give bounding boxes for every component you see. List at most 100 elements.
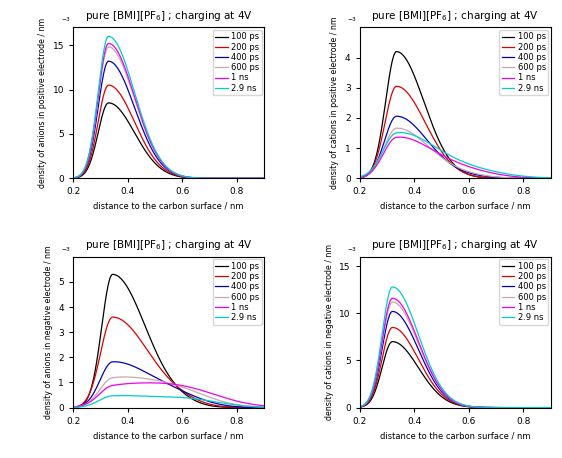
200 ps xyxy=(509,405,515,410)
1 ns xyxy=(225,396,232,402)
200 ps xyxy=(153,361,160,366)
100 ps xyxy=(371,158,378,164)
200 ps xyxy=(351,175,357,181)
100 ps xyxy=(509,175,515,181)
Legend: 100 ps, 200 ps, 400 ps, 600 ps, 1 ns, 2.9 ns: 100 ps, 200 ps, 400 ps, 600 ps, 1 ns, 2.… xyxy=(499,30,549,95)
100 ps xyxy=(351,405,357,410)
200 ps xyxy=(110,314,116,320)
1 ns xyxy=(512,174,519,180)
200 ps xyxy=(490,405,496,410)
Legend: 100 ps, 200 ps, 400 ps, 600 ps, 1 ns, 2.9 ns: 100 ps, 200 ps, 400 ps, 600 ps, 1 ns, 2.… xyxy=(212,30,262,95)
100 ps xyxy=(225,175,232,181)
2.9 ns xyxy=(64,175,71,181)
200 ps xyxy=(440,393,447,399)
Line: 600 ps: 600 ps xyxy=(354,302,556,408)
Legend: 100 ps, 200 ps, 400 ps, 600 ps, 1 ns, 2.9 ns: 100 ps, 200 ps, 400 ps, 600 ps, 1 ns, 2.… xyxy=(212,259,262,325)
2.9 ns xyxy=(397,130,404,135)
2.9 ns xyxy=(371,163,378,168)
400 ps xyxy=(222,403,229,408)
2.9 ns xyxy=(490,169,496,174)
100 ps xyxy=(512,405,519,410)
400 ps xyxy=(509,175,515,181)
2.9 ns xyxy=(440,387,447,393)
Line: 1 ns: 1 ns xyxy=(67,44,270,178)
2.9 ns xyxy=(440,149,447,154)
Line: 100 ps: 100 ps xyxy=(354,52,556,178)
2.9 ns xyxy=(146,393,153,399)
1 ns xyxy=(371,165,378,171)
Text: $^{-3}$: $^{-3}$ xyxy=(61,17,71,26)
1 ns xyxy=(153,380,160,386)
200 ps xyxy=(146,350,153,356)
100 ps xyxy=(433,131,439,137)
400 ps xyxy=(351,175,357,181)
200 ps xyxy=(105,82,112,88)
400 ps xyxy=(553,405,560,410)
100 ps xyxy=(440,395,447,401)
200 ps xyxy=(490,175,496,181)
100 ps xyxy=(440,147,447,152)
1 ns xyxy=(371,379,378,384)
200 ps xyxy=(203,400,210,406)
600 ps xyxy=(433,379,439,385)
400 ps xyxy=(440,155,447,161)
400 ps xyxy=(203,398,210,403)
100 ps xyxy=(509,405,515,410)
1 ns xyxy=(64,404,71,410)
400 ps xyxy=(111,359,117,365)
X-axis label: distance to the carbon surface / nm: distance to the carbon surface / nm xyxy=(380,202,531,211)
400 ps xyxy=(393,114,400,119)
2.9 ns xyxy=(351,175,357,180)
100 ps xyxy=(64,405,71,410)
Line: 100 ps: 100 ps xyxy=(67,274,270,408)
2.9 ns xyxy=(64,405,71,410)
Line: 600 ps: 600 ps xyxy=(354,128,556,178)
2.9 ns xyxy=(490,405,496,410)
600 ps xyxy=(222,175,229,181)
Line: 2.9 ns: 2.9 ns xyxy=(354,132,556,178)
2.9 ns xyxy=(553,405,560,410)
100 ps xyxy=(266,405,273,410)
Legend: 100 ps, 200 ps, 400 ps, 600 ps, 1 ns, 2.9 ns: 100 ps, 200 ps, 400 ps, 600 ps, 1 ns, 2.… xyxy=(499,259,549,325)
1 ns xyxy=(146,380,153,386)
400 ps xyxy=(105,59,112,64)
100 ps xyxy=(393,49,400,55)
200 ps xyxy=(64,405,71,410)
100 ps xyxy=(371,389,378,395)
400 ps xyxy=(433,148,439,153)
1 ns xyxy=(85,156,92,161)
400 ps xyxy=(389,309,396,314)
Title: pure [BMI][PF$_6$] ; charging at 4V: pure [BMI][PF$_6$] ; charging at 4V xyxy=(371,239,539,252)
600 ps xyxy=(225,400,232,406)
600 ps xyxy=(64,175,71,181)
200 ps xyxy=(351,405,357,410)
400 ps xyxy=(490,405,496,410)
400 ps xyxy=(440,391,447,397)
1 ns xyxy=(553,175,560,181)
100 ps xyxy=(433,389,439,394)
600 ps xyxy=(85,400,92,405)
600 ps xyxy=(85,156,92,162)
400 ps xyxy=(225,403,232,409)
2.9 ns xyxy=(203,175,210,181)
Y-axis label: density of anions in negative electrode / nm: density of anions in negative electrode … xyxy=(44,245,53,419)
100 ps xyxy=(146,154,153,159)
1 ns xyxy=(225,175,232,181)
Y-axis label: density of cations in positive electrode / nm: density of cations in positive electrode… xyxy=(330,16,339,189)
600 ps xyxy=(440,156,447,161)
1 ns xyxy=(222,395,229,401)
1 ns xyxy=(222,175,229,181)
2.9 ns xyxy=(222,401,229,406)
2.9 ns xyxy=(225,175,232,181)
1 ns xyxy=(553,405,560,410)
600 ps xyxy=(121,374,128,380)
1 ns xyxy=(440,389,447,394)
200 ps xyxy=(64,175,71,181)
Line: 1 ns: 1 ns xyxy=(354,298,556,408)
1 ns xyxy=(509,174,515,179)
600 ps xyxy=(394,125,401,131)
400 ps xyxy=(512,175,519,181)
200 ps xyxy=(371,386,378,391)
600 ps xyxy=(153,378,160,383)
400 ps xyxy=(266,405,273,410)
